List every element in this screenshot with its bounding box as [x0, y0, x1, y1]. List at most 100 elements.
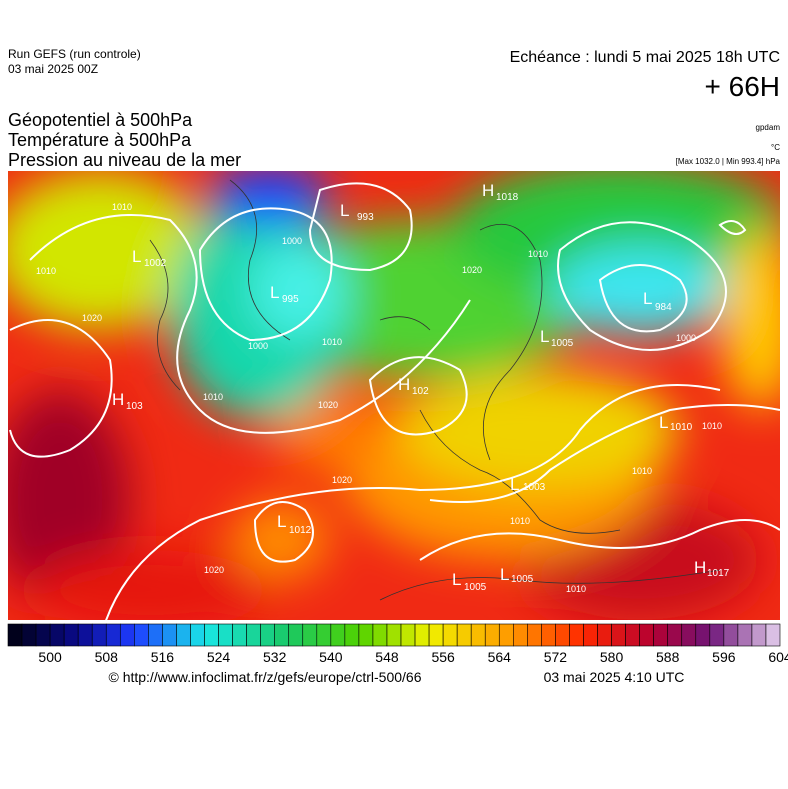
valid-time: Echéance : lundi 5 mai 2025 18h UTC — [510, 49, 780, 66]
colorbar-swatch — [442, 623, 458, 647]
colorbar-tick-label: 604 — [768, 649, 788, 665]
colorbar-swatch — [470, 623, 486, 647]
source-url: © http://www.infoclimat.fr/z/gefs/europe… — [108, 669, 421, 685]
isobar-label: 1000 — [676, 333, 696, 343]
range-label: [Max 1032.0 | Min 993.4] hPa — [676, 157, 781, 166]
center-letter: H — [694, 558, 706, 577]
colorbar-swatch — [653, 623, 669, 647]
center-letter: H — [398, 375, 410, 394]
colorbar-swatch — [246, 623, 261, 647]
colorbar-swatch — [330, 623, 346, 647]
isobar-label: 1020 — [204, 565, 224, 575]
isobar-label: 1010 — [528, 249, 548, 259]
isobar-label: 1000 — [282, 236, 302, 246]
center-value: 1005 — [464, 582, 487, 593]
isobar-label: 1010 — [702, 421, 722, 431]
colorbar-swatch — [555, 623, 570, 647]
colorbar-swatch — [148, 623, 163, 647]
colorbar-swatch — [414, 623, 430, 647]
isobar-label: 1010 — [566, 584, 586, 594]
center-letter: L — [500, 565, 509, 584]
center-value: 1003 — [523, 482, 546, 493]
colorbar-swatch — [639, 623, 654, 647]
center-letter: L — [659, 413, 668, 432]
colorbar-swatch — [302, 623, 318, 647]
field-label: Géopotentiel à 500hPa — [8, 110, 193, 130]
colorbar-tick-label: 580 — [600, 649, 624, 665]
colorbar-tick-label: 548 — [375, 649, 399, 665]
center-value: 984 — [655, 302, 672, 313]
colorbar-swatch — [513, 623, 528, 647]
colorbar-swatch — [625, 623, 640, 647]
center-value: 1005 — [511, 574, 534, 585]
center-value: 1010 — [670, 422, 693, 433]
colorbar-tick-label: 572 — [544, 649, 568, 665]
colorbar-swatch — [611, 623, 626, 647]
center-value: 1018 — [496, 192, 519, 203]
isobar-label: 1000 — [248, 341, 268, 351]
center-value: 995 — [282, 294, 299, 305]
colorbar-swatch — [176, 623, 191, 647]
colorbar-tick-label: 540 — [319, 649, 343, 665]
colorbar-swatch — [91, 623, 107, 647]
center-value: 103 — [126, 401, 143, 412]
colorbar-tick-label: 516 — [151, 649, 175, 665]
colorbar-swatch — [484, 623, 500, 647]
center-letter: H — [482, 181, 494, 200]
colorbar-swatch — [569, 623, 584, 647]
center-letter: H — [112, 390, 124, 409]
isobar-label: 1010 — [322, 337, 342, 347]
colorbar-swatch — [583, 623, 598, 647]
colorbar-tick-label: 532 — [263, 649, 287, 665]
colorbar-swatch — [372, 623, 388, 647]
colorbar-swatch — [162, 623, 177, 647]
center-letter: L — [510, 475, 519, 494]
isobar-label: 1010 — [632, 466, 652, 476]
colorbar-swatch — [709, 623, 725, 647]
center-letter: L — [277, 512, 286, 531]
center-letter: L — [270, 283, 279, 302]
center-value: 102 — [412, 386, 429, 397]
center-value: 1005 — [551, 338, 574, 349]
colorbar-swatch — [134, 623, 149, 647]
colorbar-swatch — [232, 623, 247, 647]
coastlines — [149, 179, 721, 601]
colorbar-swatch — [35, 623, 51, 647]
center-value: 1012 — [289, 525, 312, 536]
colorbar-swatch — [358, 623, 374, 647]
colorbar-swatch — [737, 623, 753, 647]
colorbar-tick-label: 524 — [207, 649, 231, 665]
field-label: Pression au niveau de la mer — [8, 150, 241, 170]
colorbar: 500 508 516 524 532 540 548 556 564 572 580 588 596 6… — [7, 623, 788, 665]
isobars — [9, 182, 780, 620]
lead-time: + 66H — [705, 71, 781, 102]
colorbar-tick-label: 556 — [431, 649, 455, 665]
colorbar-swatch — [49, 623, 65, 647]
colorbar-swatch — [527, 623, 542, 647]
colorbar-swatch — [428, 623, 444, 647]
isobar-labels: 1010 1010 1020 1010 1020 1000 1010 1000 … — [36, 202, 722, 594]
isobar-label: 1010 — [112, 202, 132, 212]
unit-label: °C — [771, 143, 780, 152]
colorbar-swatch — [386, 623, 402, 647]
colorbar-tick-label: 500 — [38, 649, 62, 665]
isobar-label: 1010 — [510, 516, 530, 526]
colorbar-swatch — [667, 623, 683, 647]
map — [8, 171, 780, 620]
colorbar-swatch — [681, 623, 697, 647]
colorbar-swatch — [119, 623, 135, 647]
field-label: Température à 500hPa — [8, 130, 192, 150]
isobar-label: 1020 — [318, 400, 338, 410]
colorbar-swatch — [541, 623, 556, 647]
colorbar-swatch — [456, 623, 472, 647]
run-date: 03 mai 2025 00Z — [8, 62, 98, 76]
isobar-label: 1020 — [462, 265, 482, 275]
colorbar-tick-label: 588 — [656, 649, 680, 665]
isobar-label: 1020 — [332, 475, 352, 485]
colorbar-swatch — [723, 623, 739, 647]
generated-time: 03 mai 2025 4:10 UTC — [544, 669, 685, 685]
center-value: 993 — [357, 212, 374, 223]
isobar-label: 1010 — [36, 266, 56, 276]
colorbar-tick-label: 508 — [95, 649, 119, 665]
